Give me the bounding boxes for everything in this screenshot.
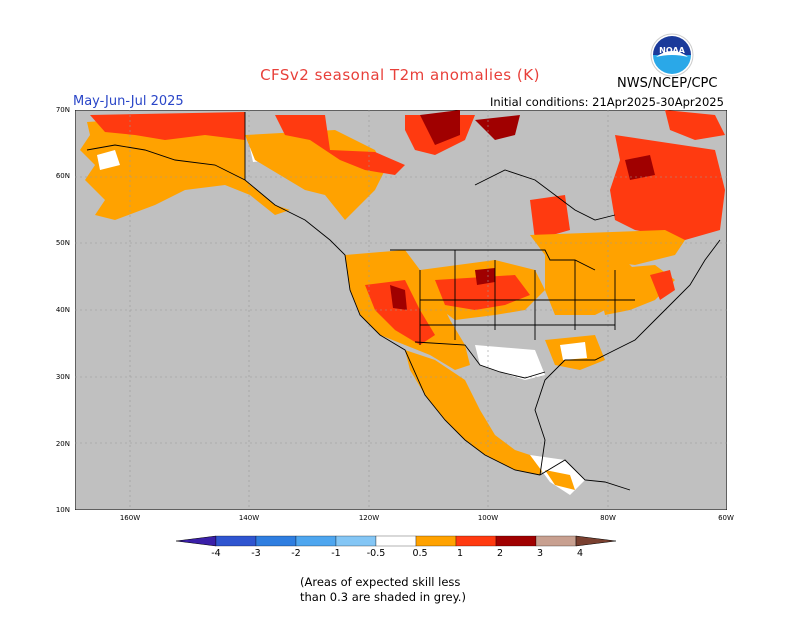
initial-conditions-label: Initial conditions: 21Apr2025-30Apr2025 bbox=[490, 95, 724, 109]
lon-label-140w: 140W bbox=[238, 514, 260, 522]
lon-label-60w: 60W bbox=[718, 514, 734, 522]
svg-text:NOAA: NOAA bbox=[659, 46, 685, 55]
lat-label-20n: 20N bbox=[55, 440, 70, 448]
colorbar-swatch bbox=[255, 535, 297, 547]
region-quebec bbox=[610, 135, 725, 240]
lat-label-50n: 50N bbox=[55, 239, 70, 247]
colorbar-label-m3: -3 bbox=[251, 548, 261, 559]
region-mexico bbox=[405, 350, 545, 475]
colorbar-swatch bbox=[415, 535, 457, 547]
colorbar-swatch bbox=[375, 535, 417, 547]
colorbar-label-p05: 0.5 bbox=[412, 548, 428, 559]
grid-lines bbox=[75, 110, 727, 510]
colorbar-label-m4: -4 bbox=[211, 548, 221, 559]
season-label: May-Jun-Jul 2025 bbox=[73, 94, 184, 109]
lon-label-100w: 100W bbox=[477, 514, 499, 522]
lat-label-40n: 40N bbox=[55, 306, 70, 314]
colorbar-label-p1: 1 bbox=[456, 548, 464, 559]
colorbar-swatch bbox=[215, 535, 257, 547]
colorbar-arrow-warm bbox=[575, 535, 617, 547]
noaa-logo-icon: NOAA bbox=[650, 33, 694, 77]
colorbar-swatch bbox=[455, 535, 497, 547]
anomaly-map bbox=[75, 110, 727, 510]
lon-label-80w: 80W bbox=[600, 514, 616, 522]
agency-label: NWS/NCEP/CPC bbox=[617, 76, 718, 91]
lat-label-10n: 10N bbox=[55, 506, 70, 514]
lat-label-30n: 30N bbox=[55, 373, 70, 381]
colorbar-label-p4: 4 bbox=[576, 548, 584, 559]
map-title: CFSv2 seasonal T2m anomalies (K) bbox=[260, 66, 540, 84]
lat-label-70n: 70N bbox=[55, 106, 70, 114]
land-anomaly-fields bbox=[80, 110, 725, 495]
colorbar-swatch bbox=[295, 535, 337, 547]
colorbar-arrow-cold bbox=[175, 535, 217, 547]
colorbar-label-m2: -2 bbox=[291, 548, 301, 559]
colorbar-swatch bbox=[495, 535, 537, 547]
colorbar-label-p2: 2 bbox=[496, 548, 504, 559]
lon-label-160w: 160W bbox=[119, 514, 141, 522]
lon-label-120w: 120W bbox=[358, 514, 380, 522]
colorbar-label-m1: -1 bbox=[331, 548, 341, 559]
colorbar-label-p3: 3 bbox=[536, 548, 544, 559]
skill-note-line-1: (Areas of expected skill less bbox=[300, 575, 461, 589]
colorbar-swatch bbox=[535, 535, 577, 547]
skill-note-line-2: than 0.3 are shaded in grey.) bbox=[300, 590, 466, 604]
colorbar-swatch bbox=[335, 535, 377, 547]
region-alaska-north bbox=[90, 112, 245, 140]
coastlines-and-borders bbox=[86, 112, 721, 491]
colorbar bbox=[175, 535, 617, 547]
colorbar-label-m05: -0.5 bbox=[366, 548, 386, 559]
skill-note: (Areas of expected skill less than 0.3 a… bbox=[300, 575, 540, 605]
lat-label-60n: 60N bbox=[55, 172, 70, 180]
